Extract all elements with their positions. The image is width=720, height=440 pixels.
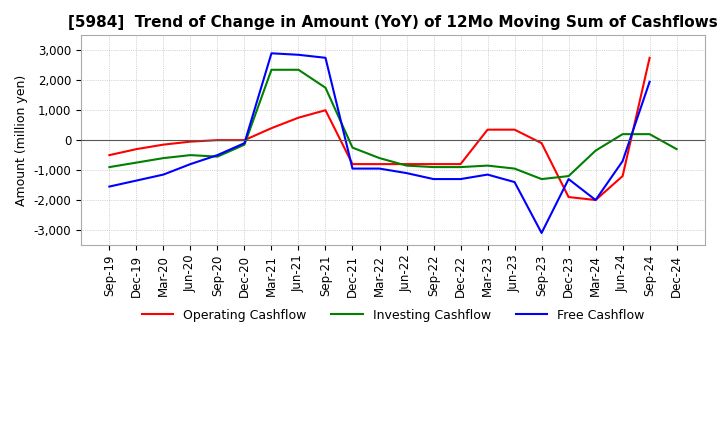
Investing Cashflow bbox=[564, 173, 573, 179]
Investing Cashflow bbox=[159, 155, 168, 161]
Operating Cashflow bbox=[159, 142, 168, 147]
Line: Free Cashflow: Free Cashflow bbox=[109, 53, 649, 233]
Free Cashflow bbox=[375, 166, 384, 171]
Free Cashflow bbox=[159, 172, 168, 177]
Investing Cashflow bbox=[348, 145, 357, 150]
Investing Cashflow bbox=[132, 160, 140, 165]
Operating Cashflow bbox=[564, 194, 573, 200]
Free Cashflow bbox=[645, 79, 654, 84]
Operating Cashflow bbox=[645, 55, 654, 60]
Investing Cashflow bbox=[321, 85, 330, 90]
Line: Investing Cashflow: Investing Cashflow bbox=[109, 70, 677, 179]
Investing Cashflow bbox=[294, 67, 303, 73]
Free Cashflow bbox=[186, 161, 194, 167]
Operating Cashflow bbox=[213, 138, 222, 143]
Operating Cashflow bbox=[132, 147, 140, 152]
Operating Cashflow bbox=[510, 127, 519, 132]
Investing Cashflow bbox=[483, 163, 492, 168]
Free Cashflow bbox=[510, 180, 519, 185]
Operating Cashflow bbox=[456, 161, 465, 167]
Operating Cashflow bbox=[537, 140, 546, 146]
Operating Cashflow bbox=[375, 161, 384, 167]
Free Cashflow bbox=[348, 166, 357, 171]
Operating Cashflow bbox=[618, 173, 627, 179]
Free Cashflow bbox=[321, 55, 330, 60]
Free Cashflow bbox=[240, 140, 249, 146]
Free Cashflow bbox=[132, 178, 140, 183]
Title: [5984]  Trend of Change in Amount (YoY) of 12Mo Moving Sum of Cashflows: [5984] Trend of Change in Amount (YoY) o… bbox=[68, 15, 718, 30]
Free Cashflow bbox=[429, 176, 438, 182]
Investing Cashflow bbox=[672, 147, 681, 152]
Free Cashflow bbox=[402, 170, 411, 176]
Investing Cashflow bbox=[429, 165, 438, 170]
Operating Cashflow bbox=[348, 161, 357, 167]
Operating Cashflow bbox=[294, 115, 303, 120]
Free Cashflow bbox=[537, 230, 546, 235]
Investing Cashflow bbox=[456, 165, 465, 170]
Legend: Operating Cashflow, Investing Cashflow, Free Cashflow: Operating Cashflow, Investing Cashflow, … bbox=[137, 304, 649, 327]
Y-axis label: Amount (million yen): Amount (million yen) bbox=[15, 74, 28, 206]
Investing Cashflow bbox=[591, 148, 600, 153]
Free Cashflow bbox=[564, 176, 573, 182]
Investing Cashflow bbox=[510, 166, 519, 171]
Investing Cashflow bbox=[105, 165, 114, 170]
Investing Cashflow bbox=[402, 163, 411, 168]
Free Cashflow bbox=[591, 198, 600, 203]
Operating Cashflow bbox=[591, 198, 600, 203]
Free Cashflow bbox=[294, 52, 303, 58]
Free Cashflow bbox=[456, 176, 465, 182]
Operating Cashflow bbox=[240, 138, 249, 143]
Investing Cashflow bbox=[375, 155, 384, 161]
Line: Operating Cashflow: Operating Cashflow bbox=[109, 58, 649, 200]
Free Cashflow bbox=[105, 184, 114, 189]
Operating Cashflow bbox=[429, 161, 438, 167]
Operating Cashflow bbox=[267, 125, 276, 131]
Investing Cashflow bbox=[645, 132, 654, 137]
Free Cashflow bbox=[267, 51, 276, 56]
Investing Cashflow bbox=[213, 154, 222, 159]
Investing Cashflow bbox=[537, 176, 546, 182]
Investing Cashflow bbox=[267, 67, 276, 73]
Investing Cashflow bbox=[240, 142, 249, 147]
Free Cashflow bbox=[483, 172, 492, 177]
Investing Cashflow bbox=[186, 153, 194, 158]
Operating Cashflow bbox=[105, 153, 114, 158]
Operating Cashflow bbox=[321, 107, 330, 113]
Free Cashflow bbox=[213, 153, 222, 158]
Investing Cashflow bbox=[618, 132, 627, 137]
Operating Cashflow bbox=[186, 139, 194, 144]
Operating Cashflow bbox=[483, 127, 492, 132]
Operating Cashflow bbox=[402, 161, 411, 167]
Free Cashflow bbox=[618, 158, 627, 164]
